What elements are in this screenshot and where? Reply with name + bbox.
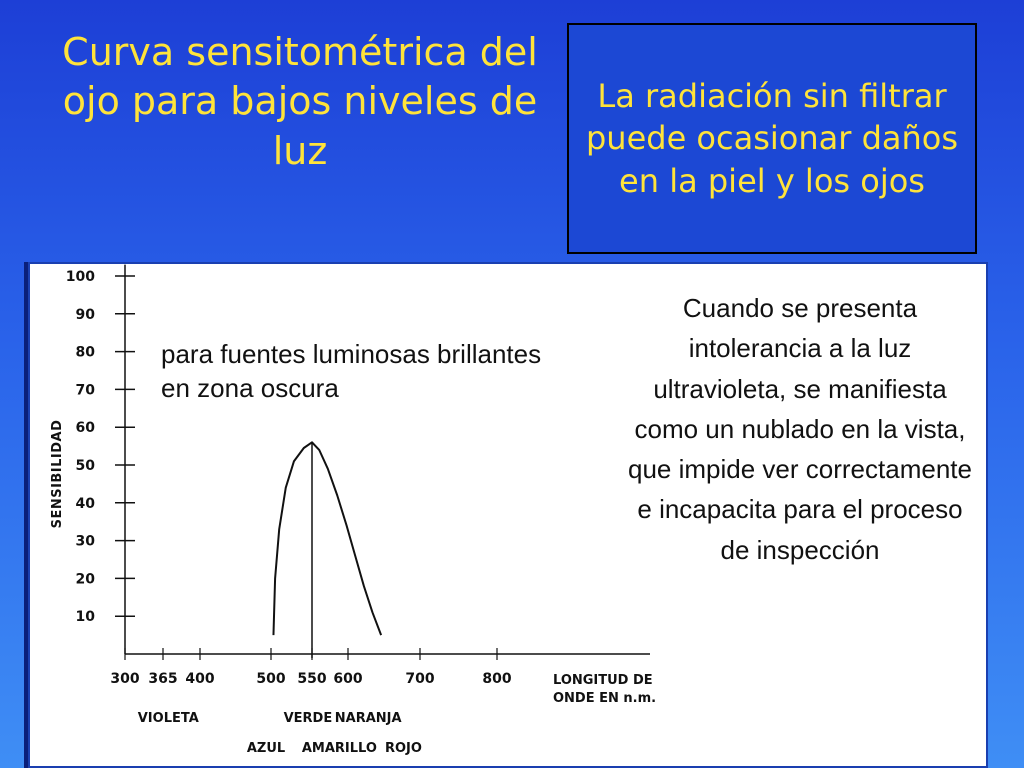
- radiation-note-box: La radiación sin filtrar puede ocasionar…: [567, 23, 977, 254]
- x-tick-label: 500: [256, 671, 285, 687]
- x-tick-label: 365: [148, 671, 177, 687]
- sensitivity-curve: [272, 441, 383, 636]
- y-axis-label: SENSIBILIDAD: [50, 419, 65, 529]
- y-tick-label: 20: [76, 571, 96, 587]
- x-axis-label-line-1: LONGITUD DE: [553, 673, 653, 688]
- radiation-note-text: La radiación sin filtrar puede ocasionar…: [585, 77, 959, 200]
- x-axis-label-line-2: ONDE EN n.m.: [553, 691, 657, 707]
- y-tick-label: 60: [76, 420, 96, 436]
- color-band-label: AZUL: [247, 741, 285, 756]
- color-band-label: VIOLETA: [138, 711, 199, 726]
- x-axis-label: LONGITUD DE ONDE EN n.m.: [553, 672, 673, 708]
- uv-intolerance-text: Cuando se presenta intolerancia a la luz…: [628, 293, 972, 565]
- color-band-label: ROJO: [385, 741, 422, 756]
- slide-title: Curva sensitométrica del ojo para bajos …: [62, 30, 538, 173]
- y-tick-label: 30: [76, 534, 96, 550]
- y-tick-label: 70: [76, 382, 96, 398]
- chart-panel: 10 20 30 40 50 60 70 80 90 100 300 365 400 500 550 600 7…: [28, 262, 988, 768]
- y-tick-label: 100: [66, 269, 95, 285]
- x-tick-label: 800: [482, 671, 511, 687]
- color-band-label: NARANJA: [335, 711, 402, 726]
- x-tick-label: 600: [333, 671, 362, 687]
- color-band-label: VERDE: [284, 711, 333, 726]
- x-tick-label: 700: [405, 671, 434, 687]
- y-tick-label: 10: [76, 609, 96, 625]
- y-tick-label: 90: [76, 307, 96, 323]
- y-tick-label: 80: [76, 345, 96, 361]
- y-tick-label: 40: [76, 496, 96, 512]
- x-tick-label: 300: [110, 671, 139, 687]
- x-tick-label: 550: [297, 671, 326, 687]
- sensitometric-chart: 10 20 30 40 50 60 70 80 90 100 300 365 400 500 550 600 7…: [66, 264, 650, 756]
- x-tick-label: 400: [185, 671, 214, 687]
- inset-caption: para fuentes luminosas brillantes en zon…: [161, 339, 542, 403]
- color-band-label: AMARILLO: [302, 741, 377, 756]
- y-tick-label: 50: [76, 458, 96, 474]
